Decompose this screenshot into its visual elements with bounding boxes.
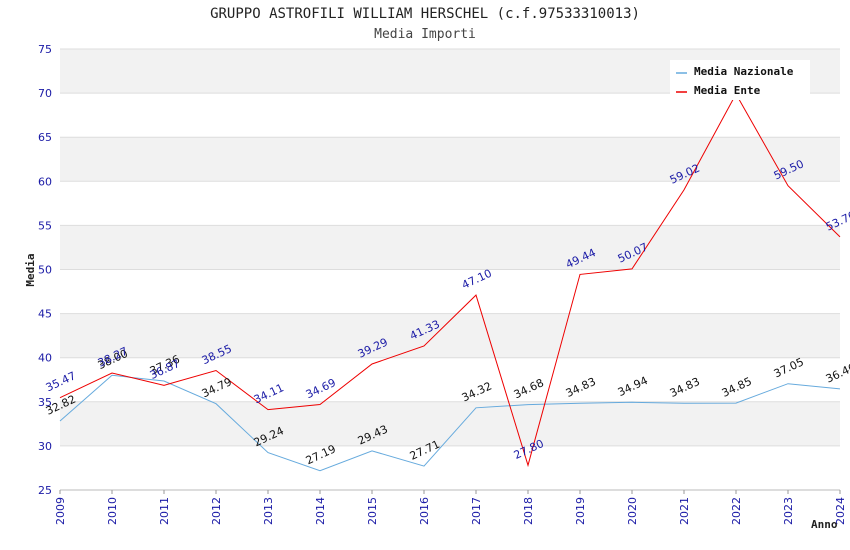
y-tick-label: 40 <box>38 352 52 365</box>
x-tick-label: 2024 <box>834 497 847 525</box>
x-tick-label: 2019 <box>574 497 587 525</box>
legend: Media Nazionale Media Ente <box>670 60 810 100</box>
x-tick-label: 2017 <box>470 497 483 525</box>
legend-box <box>670 60 810 100</box>
y-tick-label: 35 <box>38 396 52 409</box>
plot-band <box>60 137 840 182</box>
x-tick-label: 2021 <box>678 497 691 525</box>
plot-band <box>60 181 840 226</box>
y-tick-label: 65 <box>38 131 52 144</box>
plot-band <box>60 401 840 446</box>
plot-band <box>60 93 840 138</box>
y-tick-label: 70 <box>38 87 52 100</box>
x-tick-label: 2013 <box>262 497 275 525</box>
y-tick-labels: 25 30 35 40 45 50 55 60 65 70 75 <box>38 43 52 497</box>
chart-subtitle: Media Importi <box>374 27 476 42</box>
x-tick-label: 2020 <box>626 497 639 525</box>
x-tick-label: 2014 <box>314 497 327 525</box>
x-tick-label: 2023 <box>782 497 795 525</box>
y-axis-label: Media <box>24 253 37 286</box>
legend-label: Media Nazionale <box>694 65 794 78</box>
x-tick-label: 2022 <box>730 497 743 525</box>
x-tick-label: 2012 <box>210 497 223 525</box>
plot-band <box>60 445 840 490</box>
x-tick-label: 2009 <box>54 497 67 525</box>
x-tick-label: 2016 <box>418 497 431 525</box>
legend-label: Media Ente <box>694 84 761 97</box>
y-tick-label: 25 <box>38 484 52 497</box>
y-tick-label: 75 <box>38 43 52 56</box>
y-tick-label: 45 <box>38 308 52 321</box>
x-tick-label: 2018 <box>522 497 535 525</box>
y-tick-label: 55 <box>38 219 52 232</box>
plot-bands <box>60 49 840 490</box>
x-tick-label: 2011 <box>158 497 171 525</box>
series-line-nazionale <box>59 374 841 472</box>
x-tick-labels: 2009 2010 2011 2012 2013 2014 2015 2016 2017 2018… <box>54 490 847 525</box>
x-axis-label: Anno <box>811 518 838 531</box>
x-tick-label: 2015 <box>366 497 379 525</box>
plot-band <box>60 357 840 402</box>
y-tick-label: 60 <box>38 175 52 188</box>
series-layer <box>59 92 841 472</box>
chart-title: GRUPPO ASTROFILI WILLIAM HERSCHEL (c.f.9… <box>210 6 640 22</box>
plot-band <box>60 269 840 314</box>
x-tick-label: 2010 <box>106 497 119 525</box>
y-tick-label: 50 <box>38 264 52 277</box>
y-tick-label: 30 <box>38 440 52 453</box>
plot-band <box>60 225 840 270</box>
series-line-ente <box>59 92 841 468</box>
